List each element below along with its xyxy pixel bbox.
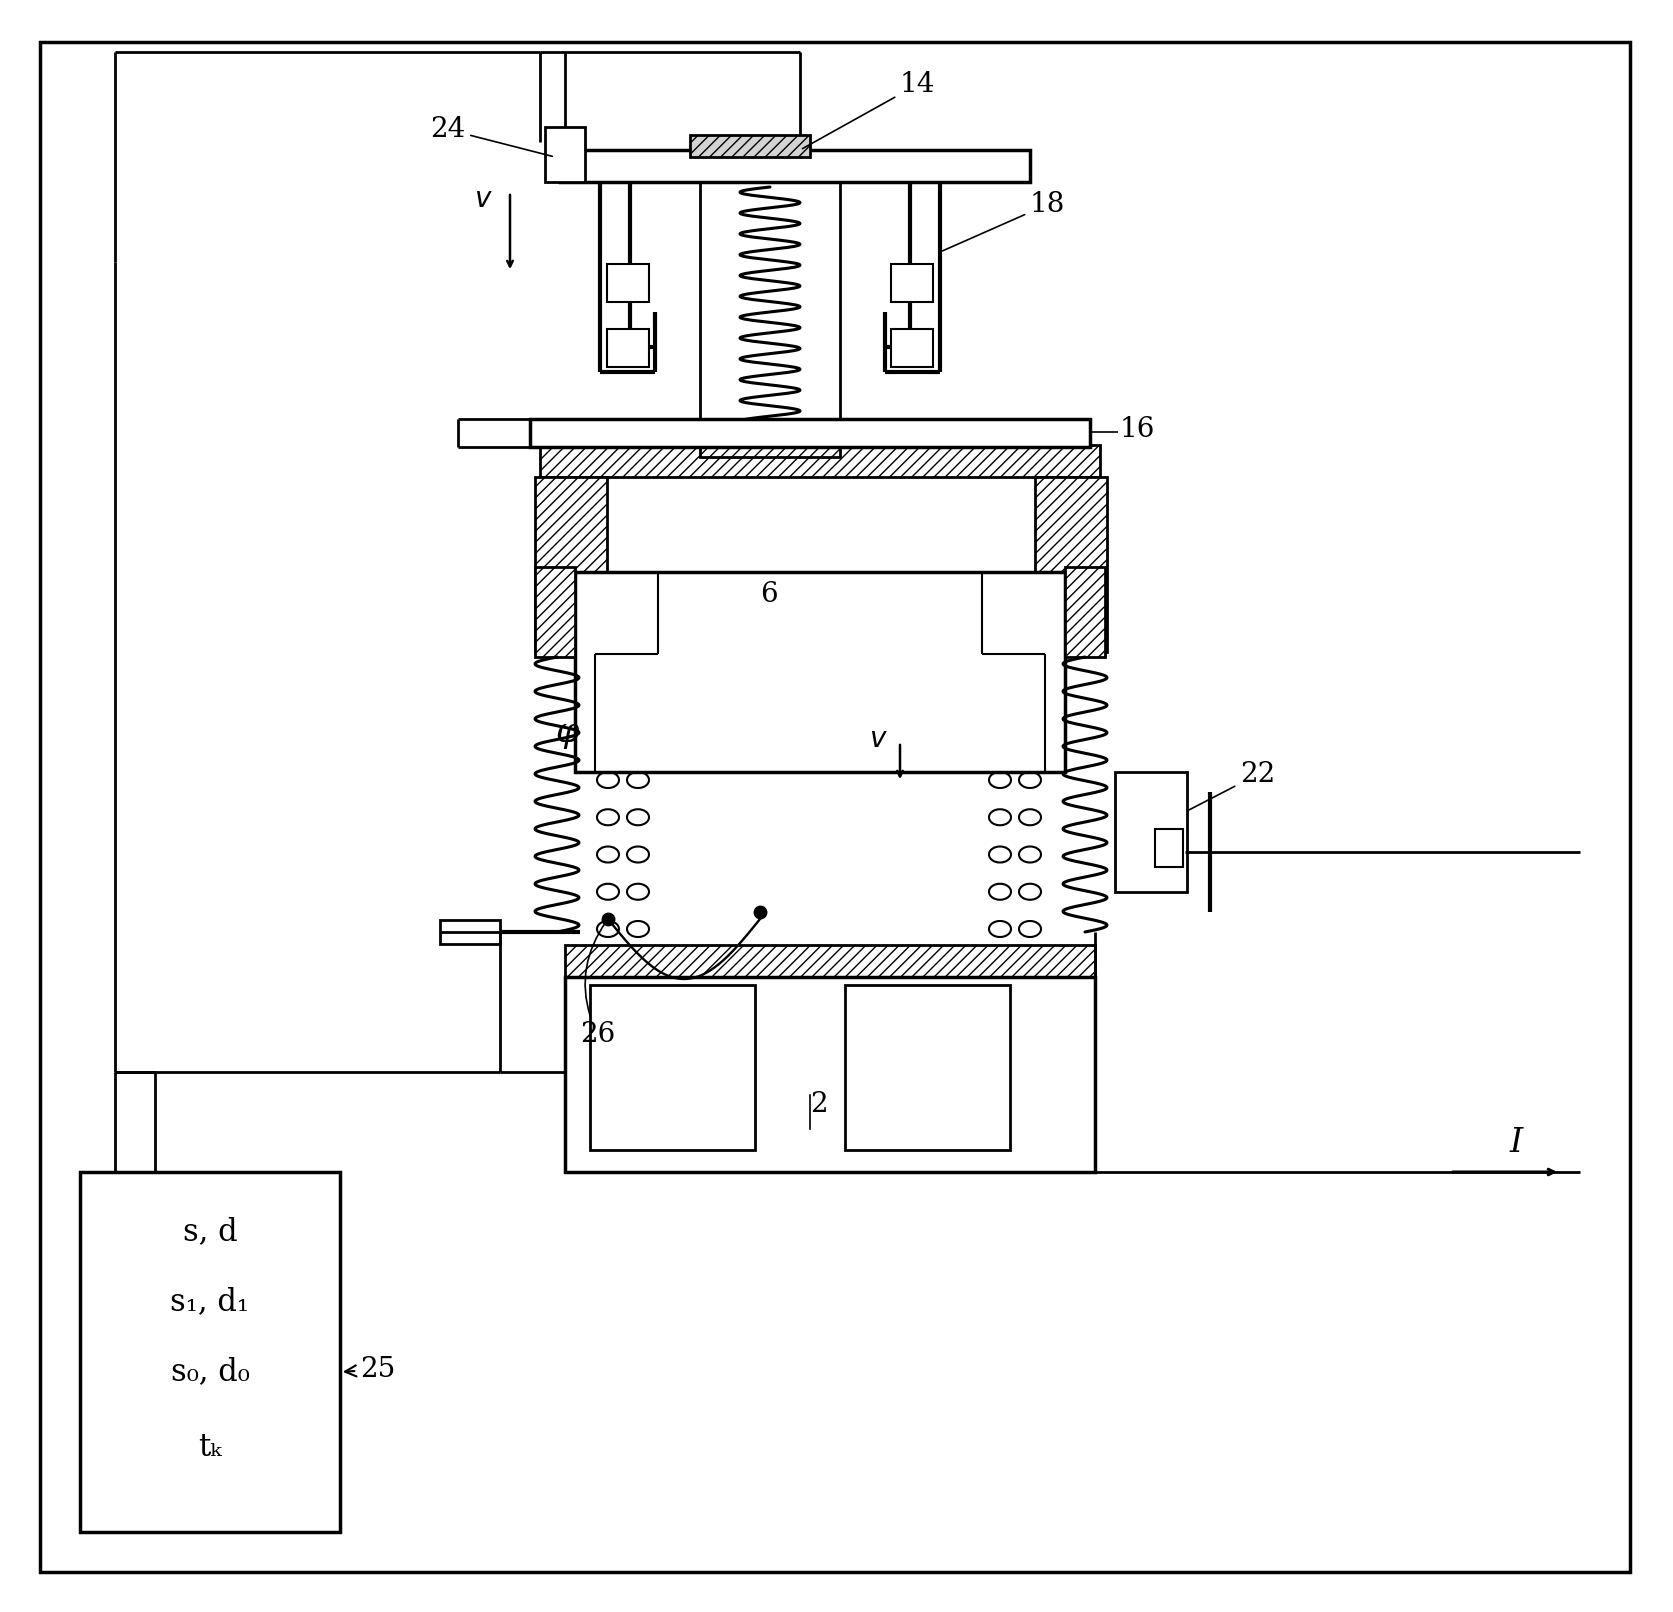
Bar xyxy=(1066,567,1104,658)
Text: 16: 16 xyxy=(1119,416,1156,443)
Text: 14: 14 xyxy=(803,71,935,148)
Text: 2: 2 xyxy=(810,1091,828,1119)
Bar xyxy=(845,985,1010,1149)
Bar xyxy=(1154,829,1183,867)
Bar xyxy=(565,977,1096,1172)
Bar xyxy=(576,572,1066,772)
Bar xyxy=(689,135,810,156)
Bar xyxy=(607,264,649,301)
Text: φ: φ xyxy=(555,717,579,750)
Text: s, d: s, d xyxy=(182,1217,238,1248)
Bar xyxy=(1114,772,1188,891)
Bar xyxy=(540,445,1101,477)
Text: 6: 6 xyxy=(760,580,778,608)
Text: 24: 24 xyxy=(430,116,552,156)
Text: 22: 22 xyxy=(1188,761,1275,811)
Text: 25: 25 xyxy=(345,1356,395,1383)
Bar xyxy=(560,150,1031,182)
Text: s₀, d₀: s₀, d₀ xyxy=(171,1357,249,1388)
Bar xyxy=(591,985,755,1149)
Bar xyxy=(440,920,500,945)
Bar xyxy=(535,477,607,651)
Bar xyxy=(535,567,576,658)
Text: I: I xyxy=(1511,1127,1522,1159)
Bar xyxy=(545,127,586,182)
Bar xyxy=(530,419,1091,447)
Bar xyxy=(1036,477,1108,651)
Text: tₖ: tₖ xyxy=(199,1431,223,1462)
Text: s₁, d₁: s₁, d₁ xyxy=(171,1286,249,1317)
Bar xyxy=(892,264,934,301)
Text: 26: 26 xyxy=(581,922,616,1048)
Bar xyxy=(80,1172,340,1531)
Bar xyxy=(892,329,934,368)
Text: v: v xyxy=(870,725,887,753)
Text: v: v xyxy=(475,185,492,213)
Bar xyxy=(565,945,1096,977)
Text: 18: 18 xyxy=(942,190,1066,251)
Bar xyxy=(699,435,840,456)
Bar xyxy=(607,329,649,368)
